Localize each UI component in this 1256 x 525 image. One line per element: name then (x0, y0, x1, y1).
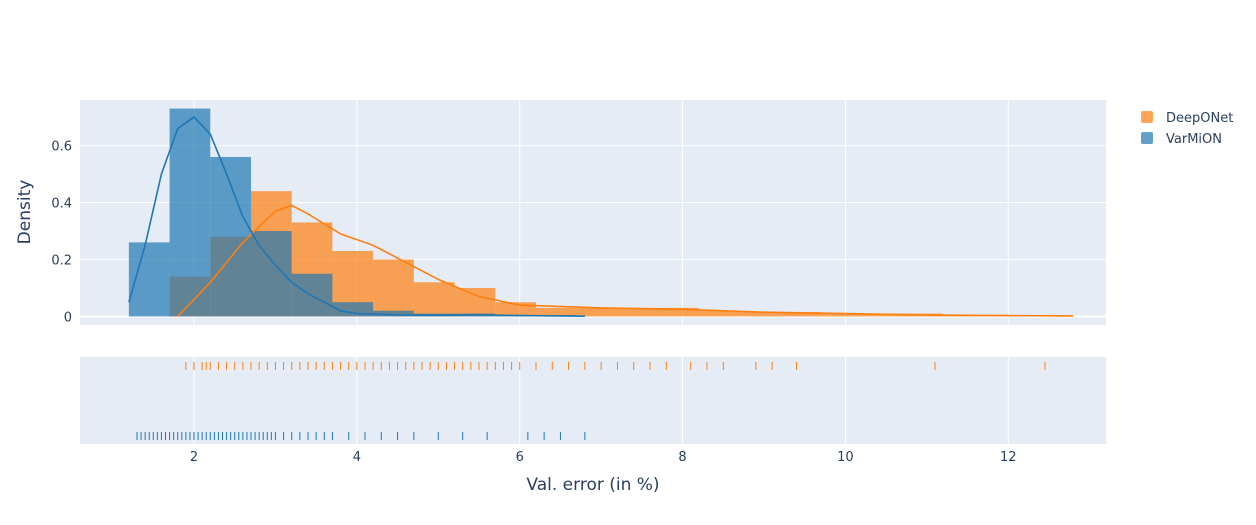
histogram-bar-varmion-3 (251, 231, 292, 317)
legend-label-varmion[interactable]: VarMiON (1166, 132, 1222, 147)
histogram-bar-deeponet-5 (373, 259, 414, 317)
rug-plot-area (80, 357, 1106, 444)
x-tick-label-3: 8 (678, 450, 686, 465)
x-axis-ticks: 2 4 6 8 10 12 (190, 450, 1017, 465)
x-gridlines (193, 100, 1009, 444)
y-tick-label-3: 0.6 (51, 140, 72, 155)
histogram-bars (128, 108, 1066, 317)
y-tick-label-2: 0.4 (51, 197, 72, 212)
y-axis-ticks: 0 0.2 0.4 0.6 (51, 140, 72, 326)
histogram-bar-deeponet-7 (454, 287, 496, 317)
histogram-bar-varmion-6 (373, 310, 414, 317)
histogram-bar-varmion-2 (210, 156, 251, 317)
x-axis-title: Val. error (in %) (526, 475, 659, 495)
x-tick-label-4: 10 (837, 450, 854, 465)
legend-swatch-varmion[interactable] (1141, 132, 1153, 144)
histogram-bar-deeponet-13 (698, 310, 740, 317)
legend-swatch-deeponet[interactable] (1141, 111, 1153, 123)
x-tick-label-2: 6 (516, 450, 524, 465)
legend[interactable]: DeepONet VarMiON (1141, 111, 1233, 147)
x-tick-label-1: 4 (353, 450, 361, 465)
histogram-bar-deeponet-15 (780, 312, 821, 317)
x-tick-label-5: 12 (1000, 450, 1017, 465)
histogram-bar-deeponet-11 (617, 307, 659, 317)
rug-marks (136, 362, 1046, 440)
histogram-bar-varmion-5 (332, 302, 374, 317)
y-tick-label-1: 0.2 (51, 253, 72, 268)
density-curve-varmion (128, 116, 585, 317)
histogram-bar-deeponet-9 (536, 307, 577, 317)
histogram-bar-deeponet-6 (413, 282, 455, 317)
y-tick-label-0: 0 (64, 310, 72, 325)
y-axis-title: Density (15, 180, 35, 245)
density-curves (128, 116, 1074, 318)
histogram-bar-deeponet-17 (861, 313, 903, 317)
histogram-bar-deeponet-16 (821, 313, 862, 317)
histogram-bar-varmion-1 (169, 108, 211, 317)
histogram-bar-deeponet-12 (658, 307, 699, 317)
x-tick-label-0: 2 (190, 450, 198, 465)
density-curve-deeponet (177, 204, 1074, 318)
legend-label-deeponet[interactable]: DeepONet (1166, 111, 1233, 126)
histogram-bar-deeponet-14 (739, 312, 781, 317)
histogram-bar-deeponet-10 (576, 307, 618, 317)
